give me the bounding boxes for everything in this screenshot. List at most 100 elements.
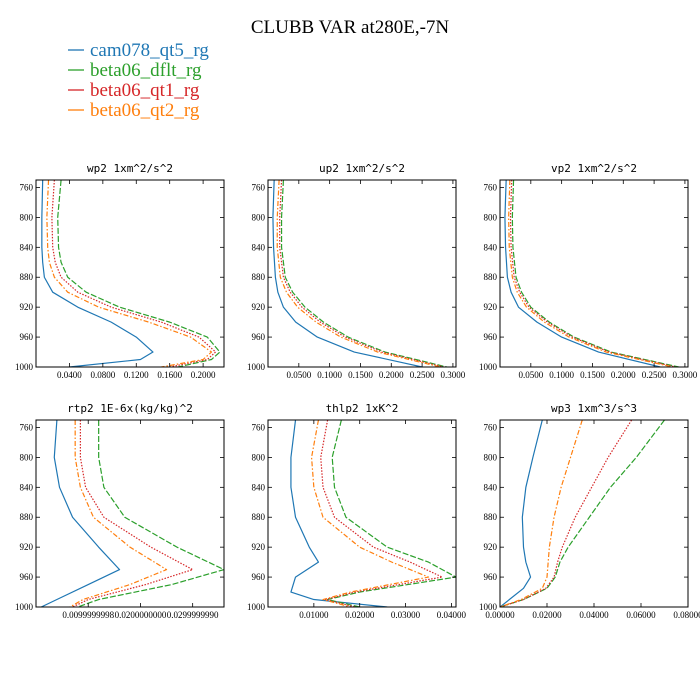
y-tick-label: 800 xyxy=(20,452,34,462)
x-tick-label: 0.04000 xyxy=(437,610,467,620)
legend-item: beta06_qt2_rg xyxy=(68,100,200,121)
series-line xyxy=(279,180,444,367)
x-tick-label: 0.03000 xyxy=(391,610,421,620)
series-group xyxy=(40,420,224,607)
y-tick-label: 760 xyxy=(20,422,34,432)
y-tick-label: 880 xyxy=(20,512,34,522)
x-tick-label: 0.1500 xyxy=(348,370,373,380)
y-tick-label: 800 xyxy=(252,212,266,222)
series-line xyxy=(500,420,543,607)
series-group xyxy=(272,180,447,367)
y-tick-label: 840 xyxy=(252,242,266,252)
panel-title: wp3 1xm^3/s^3 xyxy=(551,402,637,415)
y-tick-label: 840 xyxy=(20,482,34,492)
x-tick-label: 0.1000 xyxy=(317,370,342,380)
y-tick-label: 960 xyxy=(484,332,498,342)
series-group xyxy=(41,180,221,367)
legend-label: beta06_dflt_rg xyxy=(90,60,202,81)
y-tick-label: 920 xyxy=(20,302,34,312)
y-tick-label: 800 xyxy=(252,452,266,462)
y-tick-label: 760 xyxy=(484,422,498,432)
series-line xyxy=(500,420,583,607)
y-tick-label: 1000 xyxy=(15,602,34,612)
y-tick-label: 920 xyxy=(252,302,266,312)
x-tick-label: 0.0099999998 xyxy=(62,610,114,620)
panel: wp2 1xm^2/s^2 760 800 840 880 920 960 1000 0.040… xyxy=(15,162,225,380)
y-tick-label: 840 xyxy=(484,482,498,492)
y-tick-label: 840 xyxy=(20,242,34,252)
y-tick-label: 800 xyxy=(20,212,34,222)
y-tick-label: 920 xyxy=(20,542,34,552)
x-tick-label: 0.1500 xyxy=(580,370,605,380)
x-tick-label: 0.2500 xyxy=(410,370,435,380)
legend: cam078_qt5_rgbeta06_dflt_rgbeta06_qt1_rg… xyxy=(68,40,209,121)
x-tick-label: 0.0400 xyxy=(57,370,82,380)
y-tick-label: 960 xyxy=(20,332,34,342)
x-tick-label: 0.1600 xyxy=(157,370,182,380)
x-tick-label: 0.2000 xyxy=(191,370,216,380)
x-tick-label: 0.0500 xyxy=(286,370,311,380)
series-line xyxy=(508,180,673,367)
panel: wp3 1xm^3/s^3 760 800 840 880 920 960 10000.000… xyxy=(479,402,700,620)
y-tick-label: 760 xyxy=(252,182,266,192)
x-tick-label: 0.02000 xyxy=(532,610,562,620)
series-line xyxy=(509,180,676,367)
y-tick-label: 880 xyxy=(20,272,34,282)
y-tick-label: 1000 xyxy=(247,602,266,612)
series-line xyxy=(310,420,430,607)
series-line xyxy=(511,180,679,367)
series-line xyxy=(77,420,224,607)
plot-frame xyxy=(267,419,457,608)
x-tick-label: 0.08000 xyxy=(673,610,700,620)
series-line xyxy=(69,420,168,607)
y-tick-label: 840 xyxy=(484,242,498,252)
x-tick-label: 0.04000 xyxy=(579,610,609,620)
y-tick-label: 800 xyxy=(484,212,498,222)
plot-frame xyxy=(499,179,689,368)
series-group xyxy=(500,420,665,607)
x-tick-label: 0.3000 xyxy=(673,370,698,380)
plot-frame xyxy=(35,419,225,608)
plot-frame xyxy=(499,419,689,608)
y-tick-label: 760 xyxy=(484,182,498,192)
y-tick-label: 960 xyxy=(20,572,34,582)
series-line xyxy=(500,420,633,607)
y-tick-label: 1000 xyxy=(15,362,34,372)
series-line xyxy=(40,420,121,607)
x-tick-label: 0.01000 xyxy=(299,610,329,620)
series-line xyxy=(72,420,194,607)
panel-title: wp2 1xm^2/s^2 xyxy=(87,162,173,175)
x-tick-label: 0.06000 xyxy=(626,610,656,620)
x-tick-label: 0.3000 xyxy=(441,370,466,380)
x-tick-label: 0.1000 xyxy=(549,370,574,380)
panel: thlp2 1xK^2 760 800 840 880 920 960 1000 0.01000… xyxy=(247,402,467,620)
series-line xyxy=(41,180,154,367)
x-tick-label: 0.2500 xyxy=(642,370,667,380)
chart-title: CLUBB VAR at280E,-7N xyxy=(251,17,450,38)
y-tick-label: 920 xyxy=(252,542,266,552)
x-tick-label: 0.0500 xyxy=(518,370,543,380)
series-group xyxy=(504,180,679,367)
panel: up2 1xm^2/s^2 760 800 840 880 920 960 1000 0.050… xyxy=(247,162,466,380)
series-line xyxy=(51,180,217,367)
series-group xyxy=(290,420,456,607)
legend-label: cam078_qt5_rg xyxy=(90,40,209,61)
y-tick-label: 880 xyxy=(484,272,498,282)
y-tick-label: 880 xyxy=(252,512,266,522)
x-tick-label: 0.2000 xyxy=(611,370,636,380)
y-tick-label: 880 xyxy=(484,512,498,522)
series-line xyxy=(280,180,447,367)
legend-item: beta06_dflt_rg xyxy=(68,60,202,81)
x-tick-label: 0.1200 xyxy=(124,370,149,380)
y-tick-label: 800 xyxy=(484,452,498,462)
legend-label: beta06_qt2_rg xyxy=(90,100,200,121)
y-tick-label: 1000 xyxy=(479,362,498,372)
panel-title: up2 1xm^2/s^2 xyxy=(319,162,405,175)
y-tick-label: 960 xyxy=(484,572,498,582)
y-tick-label: 880 xyxy=(252,272,266,282)
y-tick-label: 960 xyxy=(252,572,266,582)
panels: wp2 1xm^2/s^2 760 800 840 880 920 960 1000 0.040… xyxy=(15,162,700,620)
y-tick-label: 840 xyxy=(252,482,266,492)
x-tick-label: 0.2000 xyxy=(379,370,404,380)
y-tick-label: 760 xyxy=(252,422,266,432)
